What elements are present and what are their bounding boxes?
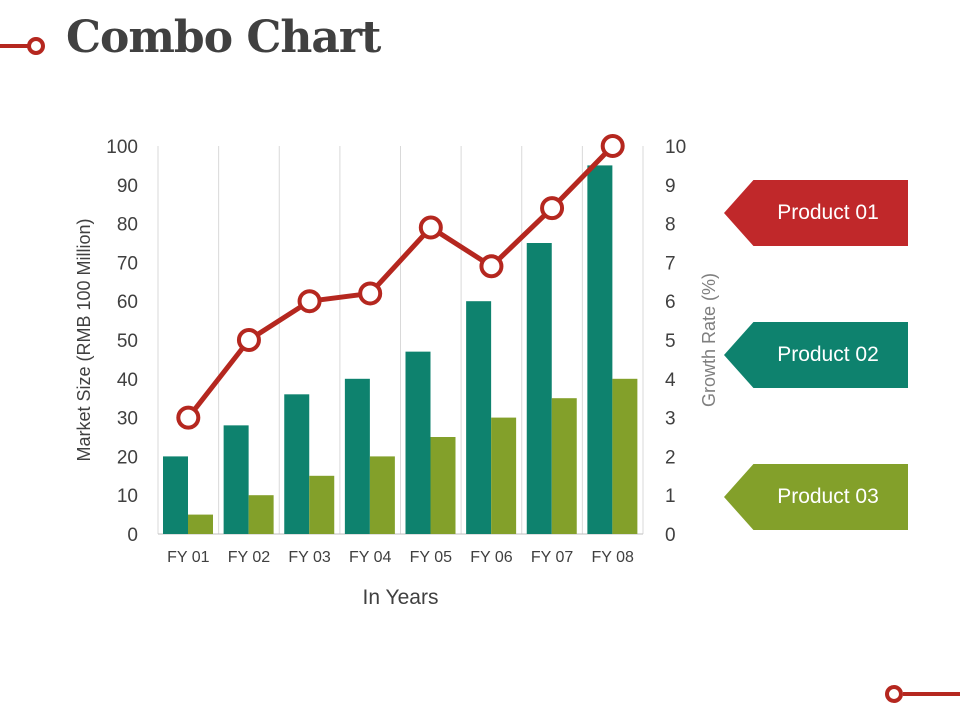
legend-product-01: Product 01 xyxy=(724,180,908,246)
legend-product-02: Product 02 xyxy=(724,322,908,388)
x-tick-label: FY 07 xyxy=(531,549,574,566)
y2-tick-label: 1 xyxy=(665,486,676,507)
bar-product-03 xyxy=(188,514,213,534)
bar-product-02 xyxy=(405,351,431,534)
y2-tick-label: 4 xyxy=(665,370,676,391)
decoration-ring-icon xyxy=(885,685,903,703)
y-tick-label: 10 xyxy=(117,486,138,507)
line-point xyxy=(540,196,565,221)
y-tick-label: 20 xyxy=(117,447,138,468)
line-point xyxy=(418,215,443,240)
legend-label: Product 02 xyxy=(777,343,879,366)
x-tick-label: FY 04 xyxy=(349,549,392,566)
bar-product-02 xyxy=(587,165,613,534)
legend-label: Product 03 xyxy=(777,485,879,508)
bar-product-03 xyxy=(551,398,577,534)
line-point xyxy=(358,281,383,306)
bar-product-02 xyxy=(163,456,188,534)
y-tick-label: 60 xyxy=(117,292,138,313)
bar-product-03 xyxy=(309,475,335,534)
bar-product-03 xyxy=(612,378,638,534)
y-tick-label: 80 xyxy=(117,215,138,236)
x-tick-label: FY 02 xyxy=(228,549,271,566)
y-tick-label: 40 xyxy=(117,370,138,391)
line-point xyxy=(600,134,625,158)
bar-product-02 xyxy=(344,378,370,534)
y-tick-label: 30 xyxy=(117,409,138,430)
legend-product-03: Product 03 xyxy=(724,464,908,530)
y2-tick-label: 3 xyxy=(665,409,676,430)
bar-product-02 xyxy=(223,425,249,534)
y2-tick-label: 0 xyxy=(665,525,676,546)
x-tick-label: FY 05 xyxy=(410,549,453,566)
bar-product-03 xyxy=(248,495,274,534)
y2-tick-label: 7 xyxy=(665,253,676,274)
bar-product-03 xyxy=(369,456,395,534)
y2-tick-label: 2 xyxy=(665,447,676,468)
bar-product-03 xyxy=(491,417,517,534)
y2-tick-label: 5 xyxy=(665,331,676,352)
y-axis-title: Market Size (RMB 100 Million) xyxy=(74,218,94,461)
y2-tick-label: 8 xyxy=(665,215,676,236)
decoration-line xyxy=(0,44,30,48)
line-point xyxy=(236,328,261,352)
y2-tick-label: 9 xyxy=(665,176,676,197)
y-tick-label: 100 xyxy=(106,137,138,158)
x-tick-label: FY 01 xyxy=(167,549,210,566)
x-tick-label: FY 03 xyxy=(288,549,331,566)
line-point xyxy=(297,289,322,314)
bar-product-02 xyxy=(466,301,492,534)
legend-label: Product 01 xyxy=(777,201,879,224)
y2-tick-label: 10 xyxy=(665,137,686,158)
line-point xyxy=(479,254,504,279)
y-tick-label: 70 xyxy=(117,253,138,274)
bar-product-02 xyxy=(284,394,310,534)
x-tick-label: FY 06 xyxy=(470,549,513,566)
x-tick-label: FY 08 xyxy=(591,549,634,566)
y-tick-label: 90 xyxy=(117,176,138,197)
y-tick-label: 0 xyxy=(127,525,138,546)
bar-product-03 xyxy=(430,437,456,534)
y-tick-label: 50 xyxy=(117,331,138,352)
line-point xyxy=(176,405,201,430)
x-axis-title: In Years xyxy=(363,586,439,609)
decoration-line xyxy=(903,692,960,696)
page-title: Combo Chart xyxy=(66,12,381,63)
y2-tick-label: 6 xyxy=(665,292,676,313)
y2-axis-title: Growth Rate (%) xyxy=(699,273,719,407)
decoration-ring-icon xyxy=(27,37,45,55)
bar-product-02 xyxy=(526,243,552,534)
